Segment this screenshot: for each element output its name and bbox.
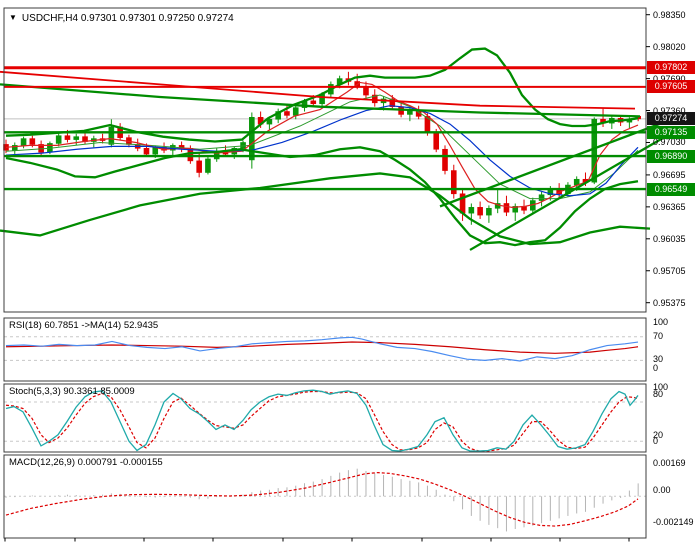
stoch-axis-label: 80	[653, 389, 664, 399]
macd-axis-label: 0.00	[653, 485, 671, 495]
price-badge-0.97135: 0.97135	[647, 125, 695, 139]
stoch-axis-label: 20	[653, 430, 664, 440]
stoch-label: Stoch(5,3,3) 90.3361 85.0009	[9, 386, 135, 397]
chart-title-bar: ▼ USDCHF,H4 0.97301 0.97301 0.97250 0.972…	[9, 13, 234, 24]
price-axis-label: 0.96365	[653, 201, 686, 212]
chart-title: USDCHF,H4 0.97301 0.97301 0.97250 0.9727…	[21, 13, 234, 24]
stoch-axis-label: 100	[653, 382, 669, 392]
price-axis-label: 0.97360	[653, 105, 686, 116]
rsi-label: RSI(18) 60.7851 ->MA(14) 52.9435	[9, 320, 159, 331]
price-axis-label: 0.97030	[653, 137, 686, 148]
price-axis-label: 0.95375	[653, 297, 686, 308]
macd-label: MACD(12,26,9) 0.000791 -0.000155	[9, 457, 163, 468]
symbol-dropdown-icon[interactable]: ▼	[9, 13, 17, 22]
price-axis-label: 0.98350	[653, 9, 686, 20]
price-badge-0.97274: 0.97274	[647, 112, 695, 126]
rsi-axis-label: 0	[653, 363, 659, 373]
price-axis-label: 0.95705	[653, 265, 686, 276]
rsi-axis-label: 70	[653, 331, 664, 341]
price-axis-label: 0.96035	[653, 233, 686, 244]
price-axis[interactable]: 0.98350 0.98020 0.97690 0.97360 0.97030 0.966…	[646, 0, 700, 560]
price-axis-label: 0.97690	[653, 73, 686, 84]
price-badge-0.96890: 0.96890	[647, 149, 695, 163]
price-badge-0.96549: 0.96549	[647, 182, 695, 196]
rsi-axis-label: 100	[653, 317, 669, 327]
price-axis-label: 0.98020	[653, 41, 686, 52]
macd-axis-label: 0.00169	[653, 458, 686, 468]
macd-axis-label: -0.002149	[653, 517, 694, 527]
price-badge-0.97802: 0.97802	[647, 61, 695, 75]
rsi-axis-label: 30	[653, 354, 664, 364]
stoch-axis-label: 0	[653, 436, 659, 446]
price-axis-label: 0.96695	[653, 169, 686, 180]
time-axis[interactable]: 20 Jan 202021 Jan 12:0022 Jan 20:0024 Ja…	[0, 538, 700, 560]
price-badge-0.97605: 0.97605	[647, 80, 695, 94]
